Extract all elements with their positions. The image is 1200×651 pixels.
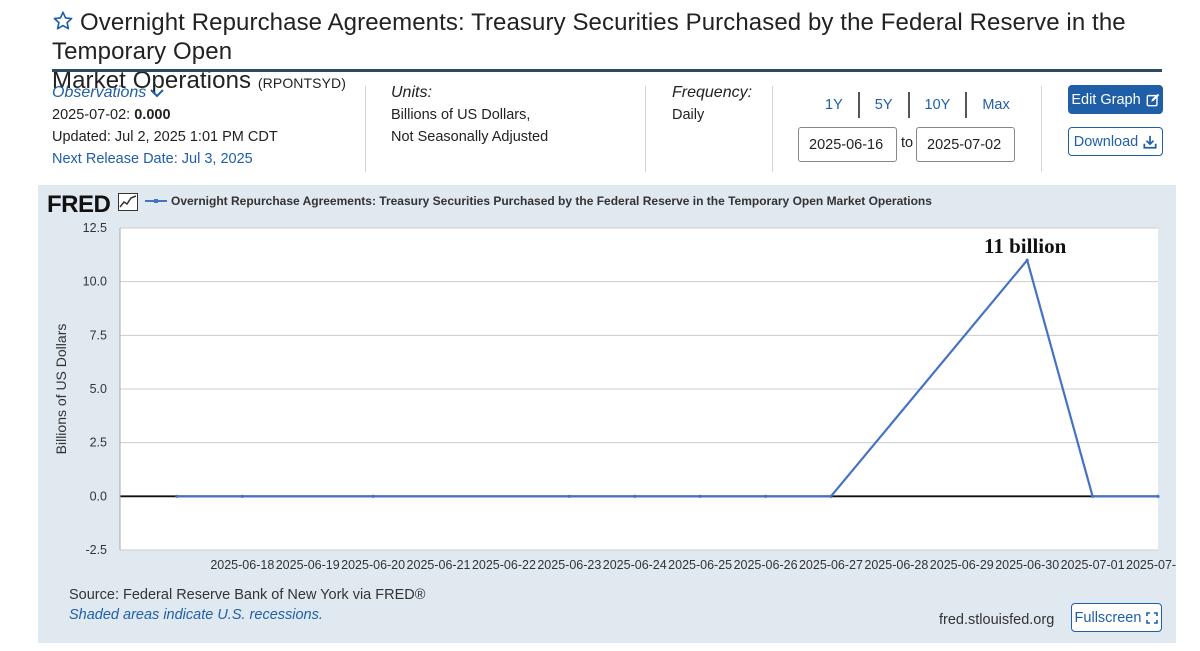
column-divider <box>365 86 366 172</box>
updated-timestamp: Updated: Jul 2, 2025 1:01 PM CDT <box>52 129 278 145</box>
page-title-line-1: Overnight Repurchase Agreements: Treasur… <box>52 9 1126 65</box>
y-tick-label: 5.0 <box>90 382 107 396</box>
data-point[interactable] <box>1156 494 1160 498</box>
data-point[interactable] <box>567 494 571 498</box>
expand-icon <box>1146 611 1159 624</box>
graph-footer: Source: Federal Reserve Bank of New York… <box>69 585 425 625</box>
y-tick-label: 12.5 <box>83 221 107 235</box>
units-line-1: Billions of US Dollars, <box>391 107 531 123</box>
data-point[interactable] <box>763 494 768 498</box>
end-date-input[interactable] <box>916 127 1015 162</box>
x-tick-label: 2025-06-18 <box>210 558 274 572</box>
y-tick-label: -2.5 <box>85 543 107 557</box>
latest-observation-value: 0.000 <box>134 107 171 123</box>
data-point[interactable] <box>1090 494 1095 498</box>
y-tick-label: 0.0 <box>90 489 107 503</box>
y-tick-label: 2.5 <box>90 436 107 450</box>
range-10y-button[interactable]: 10Y <box>910 92 968 118</box>
range-5y-button[interactable]: 5Y <box>860 92 910 118</box>
units-line-2: Not Seasonally Adjusted <box>391 129 549 145</box>
x-tick-label: 2025-07-02 <box>1126 558 1176 572</box>
chevron-down-icon <box>150 89 164 98</box>
x-tick-label: 2025-06-28 <box>864 558 928 572</box>
line-chart-icon <box>118 193 138 211</box>
data-point[interactable] <box>1025 258 1029 262</box>
x-tick-label: 2025-07-01 <box>1061 558 1125 572</box>
y-tick-label: 10.0 <box>83 275 107 289</box>
latest-observation-date: 2025-07-02: <box>52 107 131 123</box>
x-tick-label: 2025-06-23 <box>537 558 601 572</box>
chart-legend: Overnight Repurchase Agreements: Treasur… <box>145 194 932 208</box>
data-point[interactable] <box>829 494 833 498</box>
frequency-panel: Frequency: Daily <box>672 82 752 126</box>
column-divider <box>645 86 646 172</box>
source-note: Source: Federal Reserve Bank of New York… <box>69 587 426 603</box>
x-tick-label: 2025-06-21 <box>407 558 471 572</box>
x-tick-label: 2025-06-30 <box>995 558 1059 572</box>
x-tick-label: 2025-06-26 <box>734 558 798 572</box>
legend-swatch <box>145 199 167 203</box>
x-tick-label: 2025-06-20 <box>341 558 405 572</box>
x-tick-label: 2025-06-24 <box>603 558 667 572</box>
y-axis-label: Billions of US Dollars <box>53 324 69 455</box>
x-tick-label: 2025-06-27 <box>799 558 863 572</box>
observations-toggle-label: Observations <box>52 84 147 101</box>
line-chart[interactable]: 12.510.07.55.02.50.0-2.5 2025-06-18 2025-… <box>38 185 1176 580</box>
page-title-block: Overnight Repurchase Agreements: Treasur… <box>52 8 1162 98</box>
data-point[interactable] <box>698 494 702 498</box>
x-tick-label: 2025-06-19 <box>276 558 340 572</box>
range-max-button[interactable]: Max <box>982 97 1010 113</box>
x-tick-label: 2025-06-29 <box>930 558 994 572</box>
star-outline-icon[interactable] <box>52 10 74 32</box>
x-tick-label: 2025-06-22 <box>472 558 536 572</box>
legend-series-label: Overnight Repurchase Agreements: Treasur… <box>171 194 932 208</box>
fred-logo: FRED <box>47 191 111 218</box>
frequency-label: Frequency: <box>672 84 753 101</box>
observations-panel: Observations 2025-07-02: 0.000 Updated: … <box>52 82 278 170</box>
x-tick-label: 2025-06-25 <box>668 558 732 572</box>
column-divider <box>772 86 773 172</box>
fullscreen-label: Fullscreen <box>1074 609 1142 626</box>
peak-annotation: 11 billion <box>984 234 1067 258</box>
data-point[interactable] <box>371 494 375 498</box>
download-button[interactable]: Download <box>1068 127 1163 156</box>
edit-graph-button[interactable]: Edit Graph <box>1068 85 1163 114</box>
fred-site-url: fred.stlouisfed.org <box>939 612 1055 628</box>
title-divider <box>52 69 1162 72</box>
edit-square-icon <box>1146 93 1159 106</box>
latest-observation: 2025-07-02: 0.000 <box>52 104 278 126</box>
data-point[interactable] <box>633 494 637 498</box>
range-1y-button[interactable]: 1Y <box>810 92 860 118</box>
graph-panel: FRED Overnight Repurchase Agreements: Tr… <box>38 185 1176 643</box>
download-icon <box>1143 135 1157 149</box>
edit-graph-label: Edit Graph <box>1071 91 1141 108</box>
fullscreen-button[interactable]: Fullscreen <box>1071 603 1162 632</box>
next-release-link[interactable]: Next Release Date: Jul 3, 2025 <box>52 151 253 167</box>
frequency-value: Daily <box>672 107 705 123</box>
units-panel: Units: Billions of US Dollars, Not Seaso… <box>391 82 548 148</box>
data-point[interactable] <box>240 494 244 498</box>
range-buttons: 1Y 5Y 10Y Max <box>810 92 1025 118</box>
download-label: Download <box>1073 133 1139 150</box>
units-label: Units: <box>391 84 432 101</box>
column-divider <box>1041 86 1042 172</box>
observations-toggle[interactable]: Observations <box>52 82 164 104</box>
date-to-label: to <box>901 135 914 151</box>
start-date-input[interactable] <box>798 127 897 162</box>
page-title: Overnight Repurchase Agreements: Treasur… <box>52 8 1162 98</box>
y-tick-label: 7.5 <box>90 328 107 342</box>
recession-note: Shaded areas indicate U.S. recessions. <box>69 607 323 623</box>
series-id: (RPONTSYD) <box>257 75 347 91</box>
data-point[interactable] <box>175 494 179 498</box>
